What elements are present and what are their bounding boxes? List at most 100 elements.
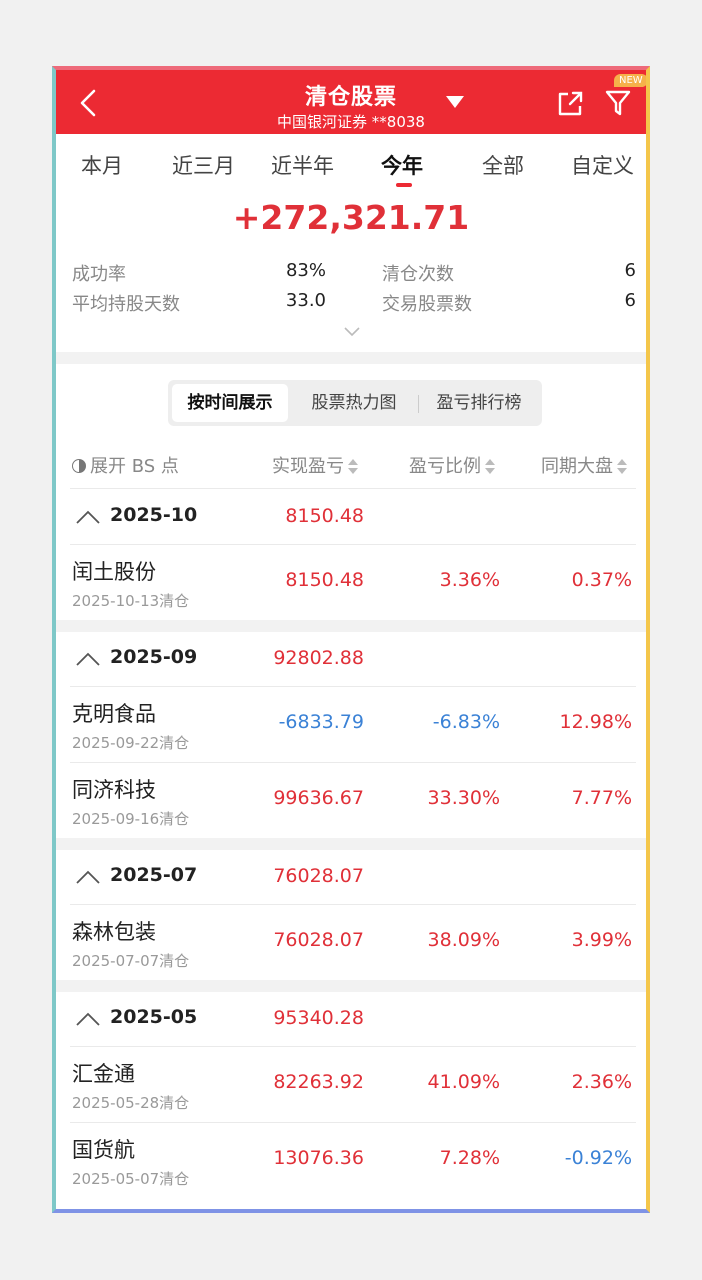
phone-frame: 清仓股票 中国银河证券 **8038 NEW 本月 近三月 近半年 今年 全部 … xyxy=(52,66,650,1213)
clear-date: 2025-09-22清仓 xyxy=(72,734,190,752)
row-rule xyxy=(70,762,636,763)
realized-profit: 76028.07 xyxy=(273,929,364,951)
expand-bs-toggle[interactable]: 展开 BS 点 xyxy=(72,452,179,478)
share-icon[interactable] xyxy=(556,90,584,118)
group-month: 2025-09 xyxy=(110,646,198,668)
market-change: 7.77% xyxy=(571,787,632,809)
realized-profit: 99636.67 xyxy=(273,787,364,809)
col-market-header[interactable]: 同期大盘 xyxy=(541,452,627,478)
row-rule xyxy=(70,1122,636,1123)
clear-date: 2025-07-07清仓 xyxy=(72,952,190,970)
pie-icon xyxy=(72,459,86,473)
profit-ratio: 33.30% xyxy=(427,787,500,809)
market-change: 12.98% xyxy=(559,711,632,733)
month-group-header[interactable]: 2025-05 95340.28 xyxy=(56,992,646,1046)
filter-icon[interactable] xyxy=(604,88,632,118)
account-subtitle: 中国银河证券 **8038 xyxy=(277,113,425,131)
clear-date: 2025-05-07清仓 xyxy=(72,1170,190,1188)
group-month: 2025-05 xyxy=(110,1006,198,1028)
stock-count-label: 交易股票数 xyxy=(382,294,472,315)
col-ratio-header[interactable]: 盈亏比例 xyxy=(409,452,495,478)
back-arrow-icon[interactable] xyxy=(74,88,104,118)
col-ratio-label: 盈亏比例 xyxy=(409,456,481,477)
group-total: 92802.88 xyxy=(273,647,364,669)
stock-name: 闰土股份 xyxy=(72,560,156,584)
stock-name: 克明食品 xyxy=(72,702,156,726)
new-badge: NEW xyxy=(614,74,646,87)
collapse-chevron-icon[interactable] xyxy=(76,870,100,884)
row-rule xyxy=(70,1046,636,1047)
stock-name: 国货航 xyxy=(72,1138,135,1162)
profit-ratio: 7.28% xyxy=(439,1147,500,1169)
group-total: 76028.07 xyxy=(273,865,364,887)
period-tabs: 本月 近三月 近半年 今年 全部 自定义 xyxy=(56,134,646,190)
tab-this-month[interactable]: 本月 xyxy=(81,154,123,178)
stock-row[interactable]: 克明食品 2025-09-22清仓 -6833.79 -6.83% 12.98% xyxy=(56,687,646,763)
section-divider xyxy=(56,838,646,850)
section-divider xyxy=(56,352,646,364)
segment-ranking[interactable]: 盈亏排行榜 xyxy=(436,393,522,413)
month-group-header[interactable]: 2025-07 76028.07 xyxy=(56,850,646,904)
profit-ratio: 3.36% xyxy=(439,569,500,591)
stock-count-value: 6 xyxy=(624,290,636,311)
tab-custom[interactable]: 自定义 xyxy=(571,154,634,178)
market-change: -0.92% xyxy=(564,1147,632,1169)
stock-name: 汇金通 xyxy=(72,1062,135,1086)
clear-date: 2025-05-28清仓 xyxy=(72,1094,190,1112)
tab-this-year[interactable]: 今年 xyxy=(381,154,423,178)
tab-all[interactable]: 全部 xyxy=(482,154,524,178)
collapse-chevron-icon[interactable] xyxy=(76,510,100,524)
group-month: 2025-10 xyxy=(110,504,198,526)
collapse-chevron-icon[interactable] xyxy=(76,1012,100,1026)
profit-ratio: 41.09% xyxy=(427,1071,500,1093)
sort-icon xyxy=(348,459,358,475)
avg-days-label: 平均持股天数 xyxy=(72,294,180,315)
avg-days-value: 33.0 xyxy=(285,290,326,311)
stock-row[interactable]: 同济科技 2025-09-16清仓 99636.67 33.30% 7.77% xyxy=(56,763,646,839)
tab-three-months[interactable]: 近三月 xyxy=(172,154,235,178)
header-rule xyxy=(70,488,636,489)
success-rate-value: 83% xyxy=(285,260,326,281)
stock-name: 同济科技 xyxy=(72,778,156,802)
market-change: 3.99% xyxy=(571,929,632,951)
stock-row[interactable]: 国货航 2025-05-07清仓 13076.36 7.28% -0.92% xyxy=(56,1123,646,1199)
profit-ratio: -6.83% xyxy=(432,711,500,733)
realized-profit: 8150.48 xyxy=(285,569,364,591)
segment-heatmap[interactable]: 股票热力图 xyxy=(311,393,397,413)
section-divider xyxy=(56,980,646,992)
clear-date: 2025-10-13清仓 xyxy=(72,592,190,610)
market-change: 2.36% xyxy=(571,1071,632,1093)
segment-by-time[interactable]: 按时间展示 xyxy=(172,384,288,422)
realized-profit: 82263.92 xyxy=(273,1071,364,1093)
group-month: 2025-07 xyxy=(110,864,198,886)
stock-row[interactable]: 汇金通 2025-05-28清仓 82263.92 41.09% 2.36% xyxy=(56,1047,646,1123)
sort-icon xyxy=(617,459,627,475)
success-rate-label: 成功率 xyxy=(72,264,126,285)
row-rule xyxy=(70,544,636,545)
dropdown-caret-icon[interactable] xyxy=(446,96,464,108)
expand-stats-chevron-icon[interactable] xyxy=(344,326,360,338)
profit-ratio: 38.09% xyxy=(427,929,500,951)
clear-date: 2025-09-16清仓 xyxy=(72,810,190,828)
expand-bs-label: 展开 BS 点 xyxy=(90,456,179,477)
month-group-header[interactable]: 2025-10 8150.48 xyxy=(56,490,646,544)
group-total: 95340.28 xyxy=(273,1007,364,1029)
realized-profit: 13076.36 xyxy=(273,1147,364,1169)
segment-divider xyxy=(418,395,419,413)
stock-row[interactable]: 闰土股份 2025-10-13清仓 8150.48 3.36% 0.37% xyxy=(56,545,646,621)
market-change: 0.37% xyxy=(571,569,632,591)
stock-name: 森林包装 xyxy=(72,920,156,944)
group-total: 8150.48 xyxy=(285,505,364,527)
tab-half-year[interactable]: 近半年 xyxy=(271,154,334,178)
col-realized-header[interactable]: 实现盈亏 xyxy=(272,452,358,478)
realized-profit: -6833.79 xyxy=(278,711,364,733)
active-tab-indicator xyxy=(396,183,412,187)
collapse-chevron-icon[interactable] xyxy=(76,652,100,666)
header-bar: 清仓股票 中国银河证券 **8038 NEW xyxy=(56,70,646,134)
col-realized-label: 实现盈亏 xyxy=(272,456,344,477)
view-mode-segment: 按时间展示 股票热力图 盈亏排行榜 xyxy=(168,380,542,426)
month-group-header[interactable]: 2025-09 92802.88 xyxy=(56,632,646,686)
clear-count-value: 6 xyxy=(624,260,636,281)
row-rule xyxy=(70,904,636,905)
stock-row[interactable]: 森林包装 2025-07-07清仓 76028.07 38.09% 3.99% xyxy=(56,905,646,981)
